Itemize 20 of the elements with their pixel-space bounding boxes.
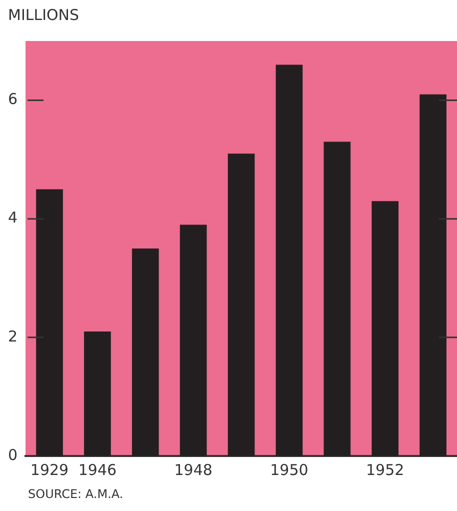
x-tick-label: 1946 — [78, 460, 117, 479]
bar — [132, 248, 159, 456]
bar — [276, 64, 303, 456]
bar — [84, 332, 111, 456]
bar — [36, 189, 63, 456]
bar — [420, 94, 446, 456]
x-tick-label: 1952 — [366, 460, 404, 479]
y-tick-label: 2 — [8, 327, 18, 346]
x-tick-label: 1929 — [30, 460, 69, 479]
source-note: SOURCE: A.M.A. — [28, 487, 124, 501]
bar — [180, 224, 207, 456]
bar — [228, 154, 255, 456]
y-tick-label: 0 — [8, 446, 18, 464]
y-tick-label: 6 — [8, 90, 18, 108]
bar — [372, 201, 399, 456]
bar — [324, 142, 351, 456]
x-tick-label: 1950 — [270, 460, 308, 479]
y-axis-title: MILLIONS — [8, 6, 80, 24]
x-tick-label: 1948 — [174, 460, 212, 479]
y-tick-label: 4 — [8, 208, 18, 227]
